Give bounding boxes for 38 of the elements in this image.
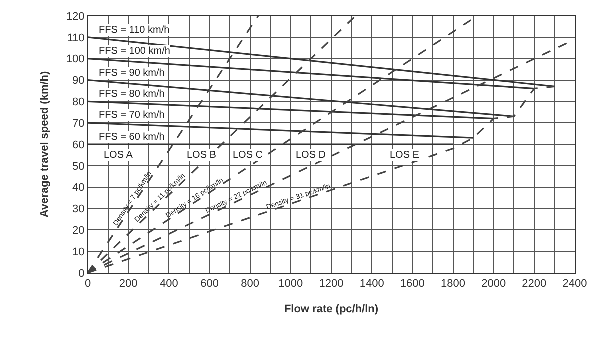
series-label: FFS = 110 km/h [99,25,170,36]
x-tick-label: 800 [241,278,260,290]
y-tick-label: 70 [72,118,85,130]
series-label: FFS = 70 km/h [99,110,165,121]
annotation: LOS E [390,150,420,161]
y-tick-label: 100 [66,54,85,66]
annotation: LOS A [104,150,134,161]
y-axis-title: Average travel speed (km/h) [39,71,52,218]
x-tick-label: 1400 [360,278,384,290]
annotation: LOS B [187,150,217,161]
x-tick-label: 400 [160,278,178,290]
x-axis-title: Flow rate (pc/h/ln) [284,303,379,316]
series-label: FFS = 60 km/h [99,132,165,143]
x-tick-label: 2200 [522,278,547,290]
y-tick-label: 90 [72,75,85,88]
y-tick-label: 40 [72,182,85,194]
series-label: FFS = 100 km/h [99,46,170,57]
y-tick-label: 80 [72,96,85,109]
x-tick-label: 1800 [441,278,466,290]
y-tick-label: 20 [72,225,85,238]
x-tick-label: 1200 [319,278,344,290]
x-tick-label: 1000 [278,278,304,290]
x-tick-label: 2000 [482,278,506,290]
annotation: LOS D [296,150,326,161]
y-tick-label: 50 [72,160,85,173]
annotation: LOS C [233,150,264,161]
y-tick-label: 30 [72,204,85,216]
y-tick-label: 120 [66,10,85,23]
x-tick-label: 200 [119,278,138,290]
y-tick-label: 110 [67,32,85,44]
y-tick-label: 60 [72,139,85,152]
series-label: FFS = 90 km/h [99,68,165,79]
x-tick-label: 1600 [400,278,425,290]
series-label: FFS = 80 km/h [99,89,165,100]
x-tick-label: 2400 [562,278,588,290]
y-tick-label: 0 [78,268,85,280]
x-tick-label: 600 [200,278,219,290]
y-tick-label: 10 [72,246,85,258]
